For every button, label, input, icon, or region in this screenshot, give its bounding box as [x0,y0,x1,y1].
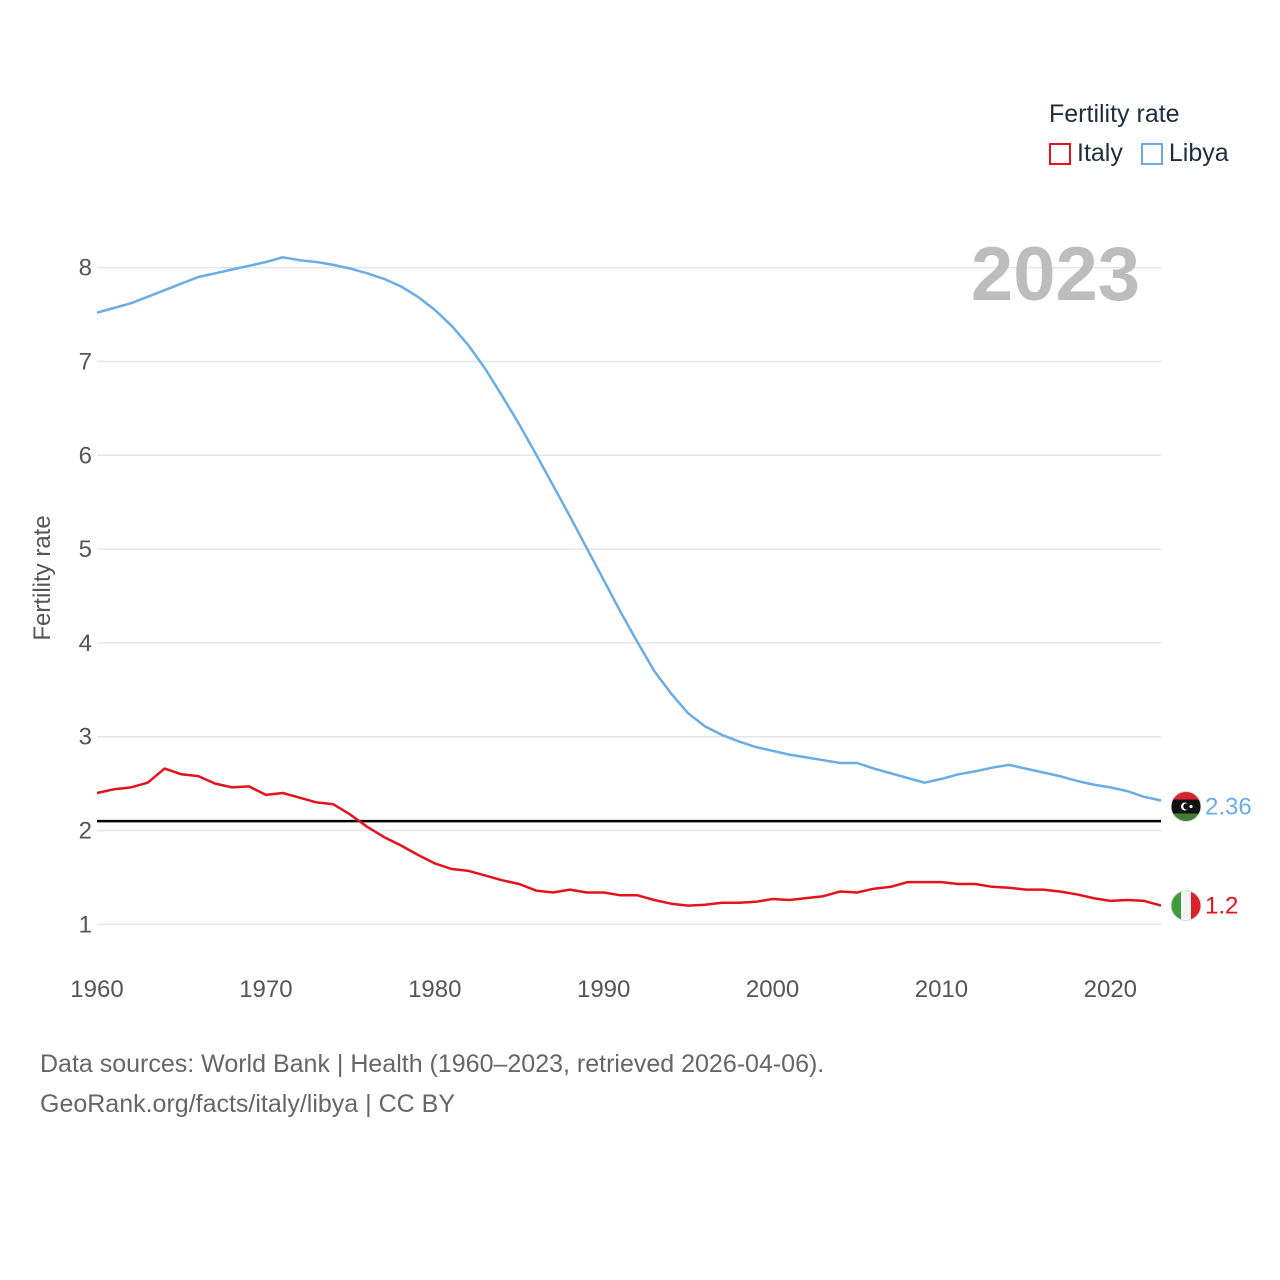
y-tick-label-3: 3 [79,724,92,751]
year-label: 2023 [971,232,1140,317]
x-tick-label-1960: 1960 [70,976,123,1003]
series-line-italy[interactable] [96,767,1162,907]
flag-marker-italy [1170,890,1202,922]
flag-marker-libya [1170,791,1202,823]
series-lines [96,256,1162,907]
y-tick-label-8: 8 [79,255,92,282]
end-markers: 1.2 2.36 [1170,791,1252,922]
data-sources-text: Data sources: World Bank | Health (1960–… [40,1050,825,1078]
legend-label-libya: Libya [1168,139,1229,167]
legend-item-libya[interactable]: Libya [1140,139,1229,168]
end-value-label-libya: 2.36 [1205,794,1252,821]
y-tick-label-2: 2 [79,818,92,845]
source-link-text[interactable]: GeoRank.org/facts/italy/libya | CC BY [40,1090,455,1118]
y-tick-label-6: 6 [79,442,92,469]
y-tick-label-5: 5 [79,536,92,563]
footer: Data sources: World Bank | Health (1960–… [40,1044,824,1124]
legend-title: Fertility rate [1049,100,1180,128]
legend-swatch-italy [1049,142,1071,165]
legend-item-italy[interactable]: Italy [1049,139,1123,168]
x-axis-ticks: 1960 1970 1980 1990 2000 2010 2020 [70,976,1137,1003]
x-tick-label-2010: 2010 [915,976,968,1003]
y-tick-label-7: 7 [79,348,92,375]
legend-label-italy: Italy [1077,139,1123,167]
series-line-libya[interactable] [96,256,1162,802]
x-tick-label-1980: 1980 [408,976,461,1003]
x-tick-label-2000: 2000 [746,976,799,1003]
grid-lines [97,266,1161,926]
x-tick-label-1990: 1990 [577,976,630,1003]
x-tick-label-2020: 2020 [1084,976,1137,1003]
legend: Fertility rate Italy Libya [1049,100,1229,168]
y-axis-ticks: 1 2 3 4 5 6 7 8 [79,255,92,939]
y-tick-label-4: 4 [79,630,92,657]
y-tick-label-1: 1 [79,911,92,938]
legend-swatch-libya [1140,142,1163,165]
end-value-label-italy: 1.2 [1205,893,1238,920]
x-tick-label-1970: 1970 [239,976,292,1003]
y-axis-title: Fertility rate [29,515,56,640]
